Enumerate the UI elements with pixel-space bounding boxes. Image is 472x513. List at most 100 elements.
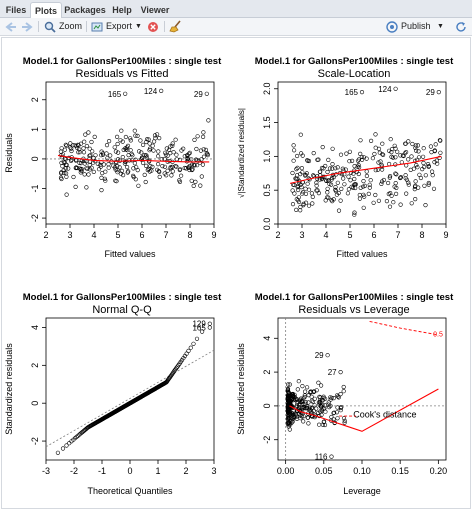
tab-help[interactable]: Help (112, 5, 132, 15)
data-point (112, 165, 117, 170)
data-point (68, 145, 73, 150)
data-point (422, 164, 427, 170)
data-point (286, 410, 291, 415)
data-point (291, 398, 296, 403)
data-point (168, 144, 173, 149)
y-axis-label: Residuals (4, 133, 14, 173)
y-axis-label: Standardized residuals (236, 343, 246, 435)
data-point (326, 400, 331, 405)
data-point (393, 171, 398, 176)
qq-reference-line (45, 349, 215, 448)
data-point (131, 173, 136, 178)
data-point (416, 155, 422, 160)
data-point (415, 165, 420, 170)
data-point (145, 137, 150, 142)
x-tick-label: 3 (67, 230, 72, 240)
data-point (146, 166, 151, 171)
x-tick-label: 6 (371, 230, 376, 240)
data-point (322, 422, 328, 428)
data-point (294, 416, 300, 422)
data-point (99, 149, 104, 154)
data-point (287, 400, 292, 405)
point-label: 129 (192, 320, 206, 329)
data-point (403, 173, 408, 178)
data-point (187, 163, 192, 169)
data-point (170, 169, 175, 174)
plot-frame (277, 317, 447, 461)
point-label: 116 (315, 453, 328, 462)
chevron-down-icon[interactable]: ▼ (135, 23, 142, 30)
data-point (101, 162, 106, 167)
cooks-distance-line (369, 320, 439, 336)
data-point (413, 158, 418, 163)
panel-title: Residuals vs Leverage (298, 304, 409, 316)
x-axis-label: Theoretical Quantiles (87, 486, 173, 496)
data-point (152, 133, 158, 138)
data-point (415, 143, 421, 148)
data-point (301, 203, 306, 208)
y-tick-label: 0 (262, 403, 272, 408)
export-button[interactable]: Export (106, 21, 133, 31)
remove-plot-icon[interactable] (147, 21, 159, 33)
data-point (381, 152, 386, 157)
forward-arrow-icon[interactable] (21, 21, 33, 33)
zoom-icon[interactable] (44, 21, 56, 33)
data-point (162, 164, 167, 169)
y-axis-label: Standardized residuals (4, 343, 14, 435)
data-point (113, 167, 118, 172)
data-point (131, 166, 136, 171)
zoom-button[interactable]: Zoom (59, 21, 83, 31)
data-point (321, 396, 326, 401)
data-point (318, 409, 323, 414)
chevron-down-icon[interactable]: ▼ (437, 23, 444, 30)
x-tick-label: 9 (443, 230, 448, 240)
x-tick-label: 0.20 (430, 466, 448, 476)
data-point (320, 144, 325, 150)
toolbar-separator (38, 21, 39, 32)
data-point (77, 166, 82, 171)
data-point (387, 204, 393, 209)
data-point (300, 384, 305, 389)
data-point (92, 134, 97, 139)
data-point (303, 200, 309, 205)
data-point (86, 130, 91, 135)
tab-packages[interactable]: Packages (64, 5, 106, 15)
x-tick-label: 7 (163, 230, 168, 240)
data-point (410, 141, 415, 147)
refresh-icon[interactable] (455, 21, 467, 33)
export-icon[interactable] (91, 21, 103, 33)
publish-icon[interactable] (386, 21, 398, 33)
back-arrow-icon[interactable] (5, 21, 17, 33)
data-point (286, 382, 291, 387)
data-point (194, 336, 200, 341)
data-point (335, 416, 340, 421)
data-point (311, 389, 316, 394)
broom-icon[interactable] (169, 20, 182, 33)
data-point (64, 443, 69, 448)
data-point (326, 157, 331, 162)
tab-plots[interactable]: Plots (30, 2, 62, 18)
data-point (290, 392, 295, 398)
data-point (106, 138, 112, 144)
data-point (406, 139, 411, 144)
publish-button[interactable]: Publish (401, 21, 431, 31)
data-point (296, 379, 301, 384)
data-point (294, 197, 299, 202)
data-point (389, 193, 394, 198)
data-point (144, 153, 149, 158)
data-point (120, 154, 125, 160)
data-point (198, 183, 203, 188)
data-point (358, 151, 363, 156)
data-point (295, 198, 301, 203)
data-point (414, 162, 419, 168)
data-point (115, 168, 120, 173)
labeled-point (436, 89, 441, 95)
data-point (317, 422, 322, 427)
tab-viewer[interactable]: Viewer (140, 5, 170, 15)
data-point (438, 150, 443, 155)
tab-files[interactable]: Files (5, 5, 27, 15)
data-point (335, 180, 340, 185)
data-point (312, 403, 317, 408)
data-point (186, 165, 191, 170)
y-tick-label: -1 (30, 184, 40, 192)
